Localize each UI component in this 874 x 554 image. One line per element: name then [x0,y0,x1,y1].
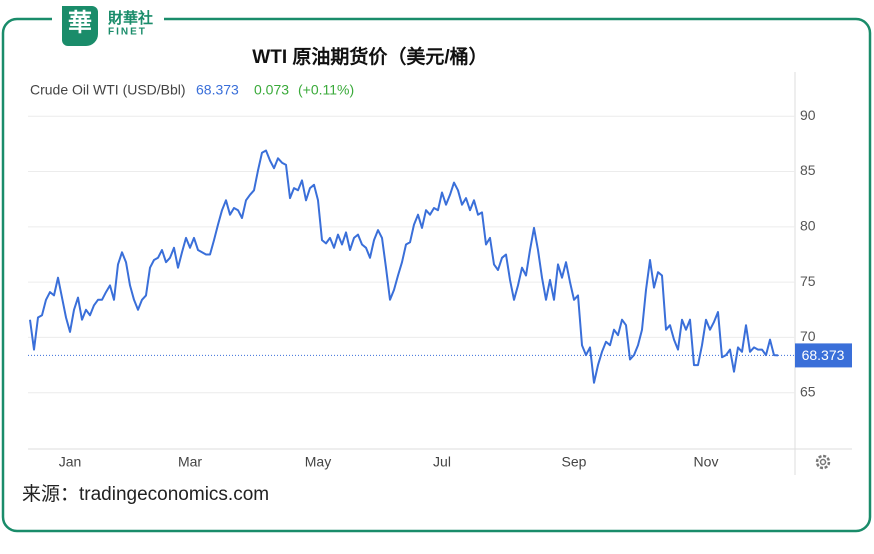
logo-name-en: FINET [108,27,147,38]
y-tick-label: 65 [800,383,816,399]
price-line [29,149,779,384]
y-tick-label: 80 [800,218,816,234]
legend-change: 0.073 [254,82,289,98]
last-price-box [795,343,852,368]
y-tick-label: 75 [800,273,816,289]
frame [1,17,872,533]
y-tick-label: 85 [800,162,816,178]
x-tick-label: Mar [178,454,202,470]
gear-outer [815,454,831,470]
gear-inner [819,458,827,466]
y-tick-label: 70 [800,328,816,344]
legend-name: Crude Oil WTI (USD/Bbl) [30,82,186,98]
logo-badge [62,6,98,46]
logo-mark: 華 [68,9,92,36]
last-price-label: 68.373 [802,347,845,363]
y-tick-label: 90 [800,107,816,123]
source: 来源：tradingeconomics.com [22,483,269,505]
x-tick-label: Sep [562,454,587,470]
settings-icon[interactable] [815,454,831,470]
x-tick-label: Jan [59,454,82,470]
logo-name: 財華社 [107,9,153,27]
x-tick-label: May [305,454,331,470]
x-tick-label: Nov [694,454,719,470]
legend-last: 68.373 [196,82,239,98]
chart-title: WTI 原油期货价（美元/桶） [252,45,487,68]
legend-change-pct: (+0.11%) [298,82,354,98]
x-tick-label: Jul [433,454,451,470]
